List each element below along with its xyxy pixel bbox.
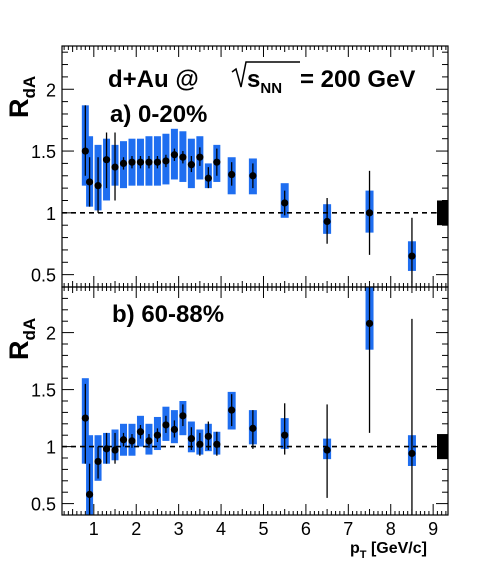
panel-top-data-point	[162, 157, 170, 165]
panel-bottom-data-point	[170, 425, 179, 434]
panel-top-y-axis-title-main: R	[4, 99, 34, 119]
chart-title-suffix: = 200 GeV	[300, 66, 415, 93]
panel-top-data-point	[119, 159, 128, 168]
panel-top-y-axis-title: RdA	[4, 76, 39, 118]
panel-top-y-tick-label: 2	[46, 80, 56, 100]
panel-bottom-data-point	[111, 446, 119, 454]
panel-bottom-y-axis-title: RdA	[4, 318, 39, 360]
chart-title-radical-sub: NN	[260, 80, 282, 97]
x-tick-label: 3	[174, 519, 184, 539]
panel-bottom-data-point	[85, 490, 94, 499]
panel-bottom-data-point	[81, 414, 89, 422]
panel-bottom-data-point	[94, 457, 102, 466]
panel-bottom-data-point	[228, 406, 236, 414]
panel-top-sys-bands	[81, 105, 416, 271]
chart-title-prefix: d+Au @	[108, 66, 199, 93]
panel-bottom-data-point	[128, 437, 136, 445]
x-axis-title-unit: [GeV/c]	[367, 540, 427, 557]
x-tick-label: 1	[89, 519, 99, 539]
panel-bottom-data-point	[162, 421, 170, 429]
x-axis-title-main: p	[350, 540, 360, 557]
panel-top-data-point	[281, 199, 289, 207]
panel-top-data-point	[111, 163, 119, 171]
panel-bottom-y-axis-title-sub: dA	[20, 318, 39, 341]
panel-top-data-point	[145, 158, 153, 166]
x-axis-title-sub: T	[360, 549, 367, 561]
panel-bottom-data-point	[249, 424, 257, 432]
panel-bottom: 0.5 1 1.5 2 RdA b) 60-88%	[4, 286, 449, 516]
panel-bottom-y-tick-label: 1	[46, 438, 56, 458]
panel-top-y-tick-label: 1	[46, 204, 56, 224]
panel-bottom-label: b) 60-88%	[112, 301, 224, 328]
panel-bottom-data-point	[408, 449, 416, 458]
panel-bottom-y-tick-label: 1.5	[31, 381, 56, 401]
panel-top-data-point	[249, 172, 257, 180]
panel-bottom-data-point	[153, 431, 162, 439]
x-tick-label: 9	[428, 519, 438, 539]
panel-top-data-point	[170, 151, 179, 159]
x-tick-label: 4	[216, 519, 226, 539]
panel-bottom-y-tick-label: 0.5	[31, 495, 56, 515]
sqrt-radical-icon	[231, 61, 300, 88]
chart-title-radical-main: s	[247, 66, 260, 93]
panel-top-data-point	[153, 158, 162, 166]
panel-top-stat-errors	[84, 105, 413, 287]
panel-bottom-data-point	[204, 432, 212, 440]
panel-top-data-point	[136, 158, 145, 166]
panel-bottom-data-point	[323, 446, 331, 454]
panel-top-data-point	[187, 161, 195, 169]
panel-top-y-tick-label: 0.5	[31, 266, 56, 286]
panel-top-data-point	[94, 182, 102, 190]
panel-top-y-tick-label: 1.5	[31, 142, 56, 162]
panel-top-data-point	[85, 178, 94, 186]
x-tick-label: 6	[301, 519, 311, 539]
panel-top-data-point	[179, 153, 187, 161]
panel-bottom-y-axis-title-main: R	[4, 341, 34, 361]
panel-top-data-point	[204, 174, 212, 182]
panel-top-data-point	[196, 153, 204, 161]
panel-bottom-axes: 0.5 1 1.5 2	[31, 286, 449, 516]
x-tick-labels: 1 2 3 4 5 6 7 8 9	[89, 519, 438, 539]
panel-bottom-data-point	[119, 436, 128, 444]
panel-bottom-y-tick-label: 2	[46, 324, 56, 344]
chart-title-radical: sNN	[247, 66, 282, 97]
panel-bottom-data-point	[187, 435, 195, 443]
panel-top-label: a) 0-20%	[110, 101, 207, 128]
panel-bottom-data-point	[281, 431, 289, 439]
panel-top-markers	[81, 147, 416, 260]
panel-top-data-point	[213, 158, 221, 166]
panel-top-data-point	[228, 170, 236, 179]
panel-bottom-data-point	[179, 412, 187, 420]
panel-top-data-point	[128, 158, 136, 166]
panel-bottom-data-point	[145, 437, 153, 445]
x-tick-label: 8	[386, 519, 396, 539]
x-axis-title: pT [GeV/c]	[350, 540, 427, 561]
panel-top-data-point	[323, 217, 331, 226]
panel-bottom-data-point	[136, 428, 145, 436]
panel-top-data-point	[102, 156, 111, 164]
panel-bottom-markers	[81, 319, 416, 499]
x-tick-label: 2	[131, 519, 141, 539]
panel-bottom-data-point	[365, 319, 374, 328]
panel-top-y-axis-title-sub: dA	[20, 76, 39, 99]
x-tick-label: 7	[343, 519, 353, 539]
panel-top-data-point	[408, 252, 416, 260]
panel-top: 0.5 1 1.5 2 RdA d+Au @ sNN = 200 GeV a) 0-2…	[4, 45, 449, 288]
panel-top-axes: 0.5 1 1.5 2	[31, 45, 449, 288]
panel-top-data-point	[81, 147, 89, 155]
x-tick-label: 5	[258, 519, 268, 539]
